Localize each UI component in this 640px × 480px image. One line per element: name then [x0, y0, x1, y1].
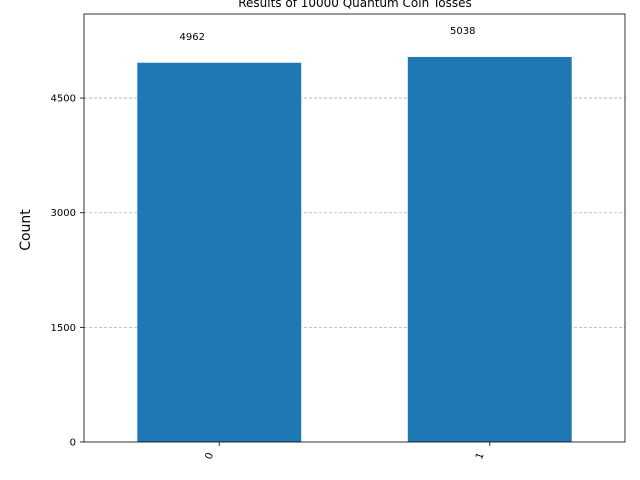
- data-labels: 4962 5038: [180, 26, 476, 43]
- y-tick-label: 1500: [51, 323, 76, 334]
- y-tick-label: 3000: [51, 208, 76, 219]
- tick-labels: 0 1500 3000 4500 0 1: [51, 94, 487, 461]
- data-label-0: 4962: [180, 32, 205, 43]
- y-tick-label: 4500: [51, 94, 76, 105]
- y-axis-title: Count: [18, 209, 34, 251]
- bar-0: [137, 62, 302, 443]
- plot-frame: [83, 13, 626, 443]
- bar-1: [407, 56, 572, 443]
- chart-title: Results of 10000 Quantum Coin Tosses: [238, 0, 472, 10]
- bar-series: [137, 56, 572, 443]
- data-label-1: 5038: [450, 26, 475, 37]
- y-tick-label: 0: [70, 438, 76, 449]
- axes: [80, 13, 626, 446]
- x-tick-label: 0: [204, 451, 217, 461]
- x-tick-label: 1: [474, 451, 487, 461]
